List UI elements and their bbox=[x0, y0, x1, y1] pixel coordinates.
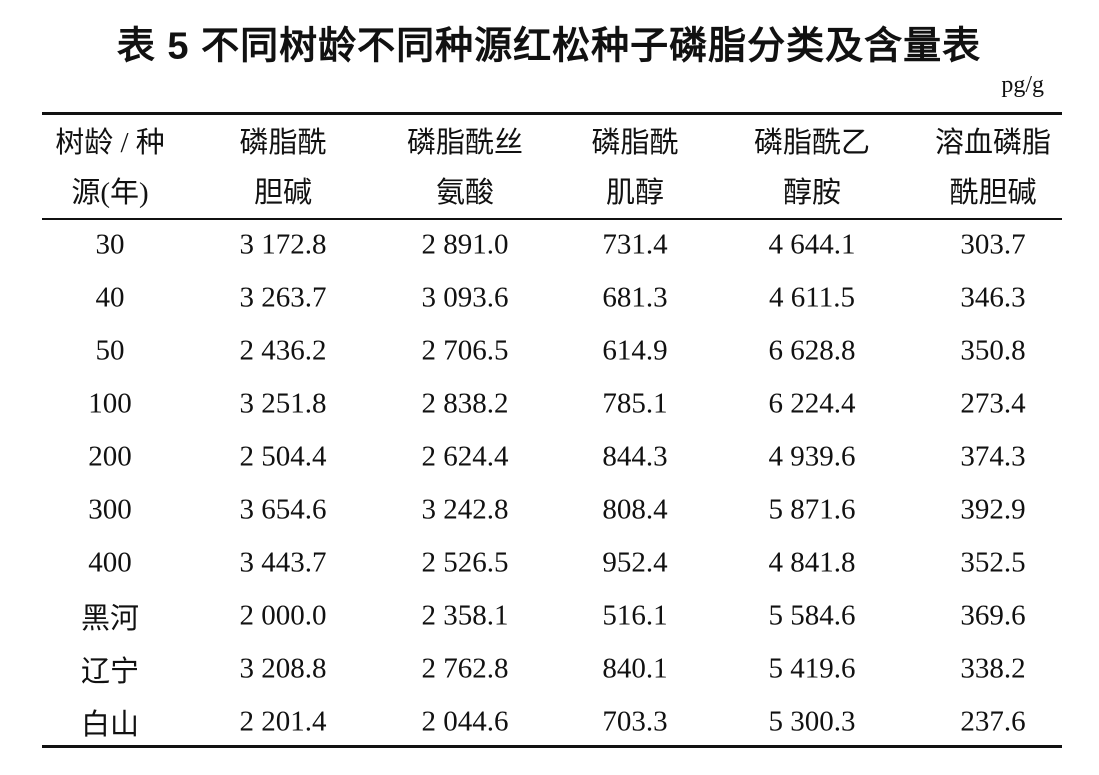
cell: 785.1 bbox=[602, 387, 668, 420]
cell: 2 526.5 bbox=[421, 546, 509, 579]
cell: 350.8 bbox=[960, 334, 1026, 367]
header-cell: 酰胆碱 bbox=[949, 177, 1037, 209]
cell: 4 644.1 bbox=[768, 228, 856, 261]
header-cell: 磷脂酰 bbox=[591, 127, 679, 159]
header-cell: 溶血磷脂 bbox=[934, 127, 1052, 159]
cell: 338.2 bbox=[960, 652, 1026, 685]
cell: 346.3 bbox=[960, 281, 1026, 314]
header-cell: 胆碱 bbox=[253, 177, 313, 209]
cell: 3 263.7 bbox=[239, 281, 327, 314]
bottom-rule bbox=[42, 745, 1062, 748]
cell: 369.6 bbox=[960, 599, 1026, 632]
cell: 5 871.6 bbox=[768, 493, 856, 526]
header-rule bbox=[42, 218, 1062, 220]
title: 表 5 不同树龄不同种源红松种子磷脂分类及含量表 bbox=[116, 25, 982, 68]
cell: 840.1 bbox=[602, 652, 668, 685]
cell: 2 624.4 bbox=[421, 440, 509, 473]
cell: 4 611.5 bbox=[769, 281, 855, 314]
row-label: 50 bbox=[95, 334, 125, 367]
row-label: 白山 bbox=[80, 709, 140, 741]
cell: 2 000.0 bbox=[239, 599, 327, 632]
cell: 2 044.6 bbox=[421, 705, 509, 738]
top-rule bbox=[42, 112, 1062, 115]
row-label: 30 bbox=[95, 228, 125, 261]
row-label: 辽宁 bbox=[80, 656, 140, 688]
cell: 516.1 bbox=[602, 599, 668, 632]
cell: 3 208.8 bbox=[239, 652, 327, 685]
cell: 2 358.1 bbox=[421, 599, 509, 632]
cell: 2 436.2 bbox=[239, 334, 327, 367]
cell: 3 242.8 bbox=[421, 493, 509, 526]
cell: 614.9 bbox=[602, 334, 668, 367]
header-cell: 树龄 / 种 bbox=[55, 127, 165, 159]
cell: 844.3 bbox=[602, 440, 668, 473]
cell: 808.4 bbox=[602, 493, 668, 526]
row-label: 黑河 bbox=[80, 603, 140, 635]
row-label: 300 bbox=[88, 493, 132, 526]
cell: 2 762.8 bbox=[421, 652, 509, 685]
cell: 4 939.6 bbox=[768, 440, 856, 473]
cell: 352.5 bbox=[960, 546, 1026, 579]
cell: 2 706.5 bbox=[421, 334, 509, 367]
cell: 4 841.8 bbox=[768, 546, 856, 579]
header-cell: 氨酸 bbox=[435, 177, 495, 209]
cell: 2 891.0 bbox=[421, 228, 509, 261]
cell: 5 584.6 bbox=[768, 599, 856, 632]
cell: 374.3 bbox=[960, 440, 1026, 473]
unit: pg/g bbox=[1001, 72, 1044, 98]
row-label: 400 bbox=[88, 546, 132, 579]
row-label: 100 bbox=[88, 387, 132, 420]
row-label: 40 bbox=[95, 281, 125, 314]
cell: 392.9 bbox=[960, 493, 1026, 526]
header-cell: 磷脂酰 bbox=[239, 127, 327, 159]
cell: 681.3 bbox=[602, 281, 668, 314]
header-cell: 磷脂酰乙 bbox=[753, 127, 871, 159]
cell: 3 251.8 bbox=[239, 387, 327, 420]
header-cell: 磷脂酰丝 bbox=[406, 127, 524, 159]
cell: 3 093.6 bbox=[421, 281, 509, 314]
cell: 3 172.8 bbox=[239, 228, 327, 261]
row-label: 200 bbox=[88, 440, 132, 473]
cell: 5 419.6 bbox=[768, 652, 856, 685]
header-cell: 醇胺 bbox=[782, 177, 842, 209]
cell: 6 628.8 bbox=[768, 334, 856, 367]
cell: 303.7 bbox=[960, 228, 1026, 261]
cell: 3 654.6 bbox=[239, 493, 327, 526]
cell: 6 224.4 bbox=[768, 387, 856, 420]
header-cell: 肌醇 bbox=[605, 177, 665, 209]
cell: 731.4 bbox=[602, 228, 668, 261]
cell: 2 504.4 bbox=[239, 440, 327, 473]
cell: 2 201.4 bbox=[239, 705, 327, 738]
cell: 952.4 bbox=[602, 546, 668, 579]
cell: 5 300.3 bbox=[768, 705, 856, 738]
cell: 3 443.7 bbox=[239, 546, 327, 579]
cell: 273.4 bbox=[960, 387, 1026, 420]
cell: 237.6 bbox=[960, 705, 1026, 738]
cell: 703.3 bbox=[602, 705, 668, 738]
cell: 2 838.2 bbox=[421, 387, 509, 420]
header-cell: 源(年) bbox=[71, 177, 149, 209]
